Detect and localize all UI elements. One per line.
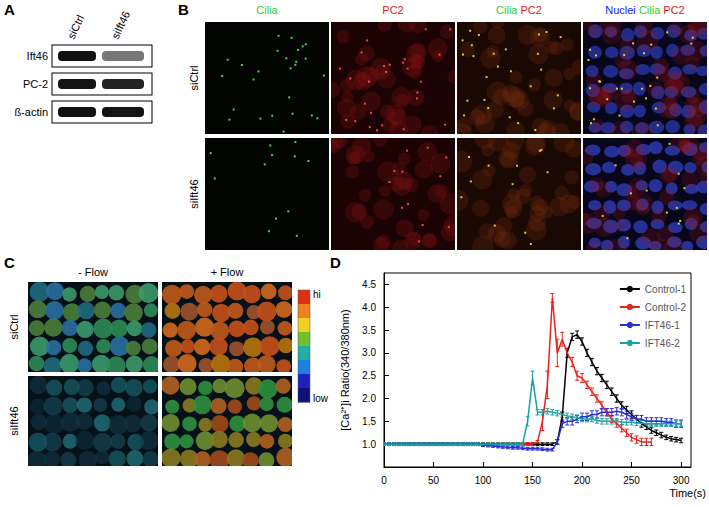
svg-text:low: low — [313, 393, 329, 404]
svg-text:100: 100 — [475, 475, 492, 486]
svg-text:siCtrl: siCtrl — [65, 13, 86, 41]
svg-text:- Flow: - Flow — [78, 266, 108, 278]
svg-text:250: 250 — [623, 475, 640, 486]
svg-text:siIft46: siIft46 — [109, 9, 132, 41]
svg-text:1.5: 1.5 — [362, 416, 376, 427]
svg-text:B: B — [178, 1, 189, 18]
svg-text:4.5: 4.5 — [362, 279, 376, 290]
svg-text:Control-2: Control-2 — [645, 302, 687, 313]
svg-text:siCtrl: siCtrl — [188, 65, 200, 90]
svg-text:200: 200 — [574, 475, 591, 486]
svg-text:Cilia: Cilia — [256, 4, 278, 16]
svg-text:IFT46-1: IFT46-1 — [645, 320, 680, 331]
svg-text:PC2: PC2 — [382, 4, 403, 16]
svg-text:Nuclei Cilia PC2: Nuclei Cilia PC2 — [605, 4, 685, 16]
svg-text:D: D — [330, 254, 341, 271]
svg-text:C: C — [4, 254, 15, 271]
svg-text:0: 0 — [381, 475, 387, 486]
svg-text:siIft46: siIft46 — [8, 406, 20, 435]
svg-text:3.5: 3.5 — [362, 325, 376, 336]
svg-text:150: 150 — [524, 475, 541, 486]
svg-text:1.0: 1.0 — [362, 439, 376, 450]
svg-text:hi: hi — [313, 289, 321, 300]
svg-text:2.0: 2.0 — [362, 393, 376, 404]
svg-text:siIft46: siIft46 — [188, 179, 200, 208]
svg-text:A: A — [4, 1, 15, 18]
svg-text:Ift46: Ift46 — [27, 50, 48, 62]
svg-text:Control-1: Control-1 — [645, 284, 687, 295]
svg-text:+ Flow: + Flow — [211, 266, 244, 278]
svg-text:300: 300 — [673, 475, 690, 486]
svg-text:3.0: 3.0 — [362, 347, 376, 358]
svg-text:Cilia PC2: Cilia PC2 — [496, 4, 542, 16]
svg-text:[Ca²⁺]i Ratio(340/380nm): [Ca²⁺]i Ratio(340/380nm) — [339, 309, 351, 430]
svg-text:IFT46-2: IFT46-2 — [645, 338, 680, 349]
svg-text:2.5: 2.5 — [362, 370, 376, 381]
svg-text:Time(s): Time(s) — [669, 487, 706, 499]
svg-text:4.0: 4.0 — [362, 302, 376, 313]
svg-text:PC-2: PC-2 — [23, 78, 48, 90]
svg-text:siCtrl: siCtrl — [8, 314, 20, 339]
svg-text:ß-actin: ß-actin — [14, 106, 48, 118]
svg-text:50: 50 — [428, 475, 440, 486]
